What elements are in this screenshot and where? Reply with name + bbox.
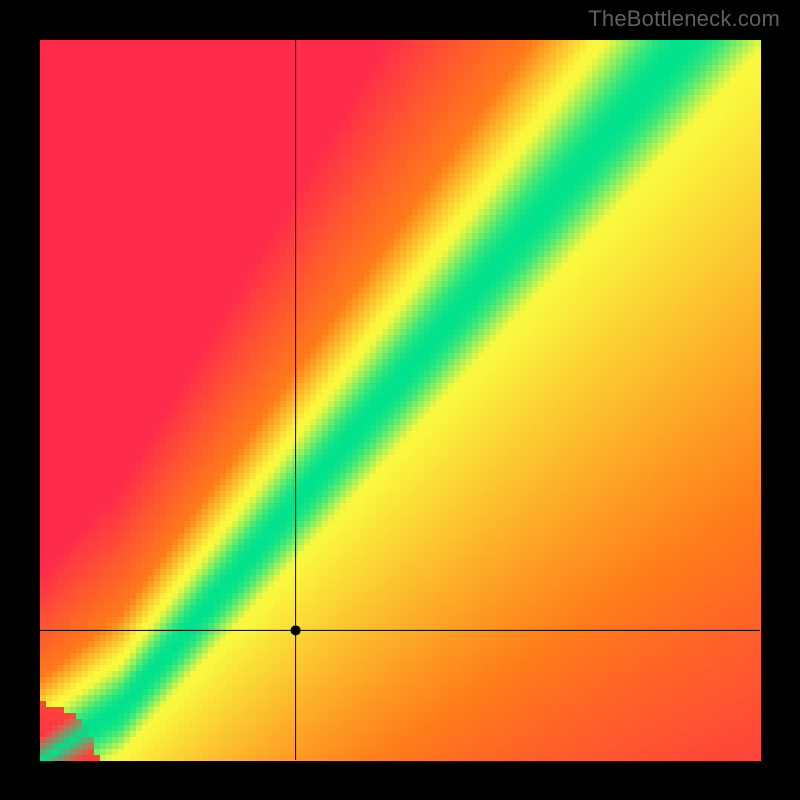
bottleneck-heatmap bbox=[0, 0, 800, 800]
chart-container: TheBottleneck.com bbox=[0, 0, 800, 800]
watermark-text: TheBottleneck.com bbox=[588, 6, 780, 32]
